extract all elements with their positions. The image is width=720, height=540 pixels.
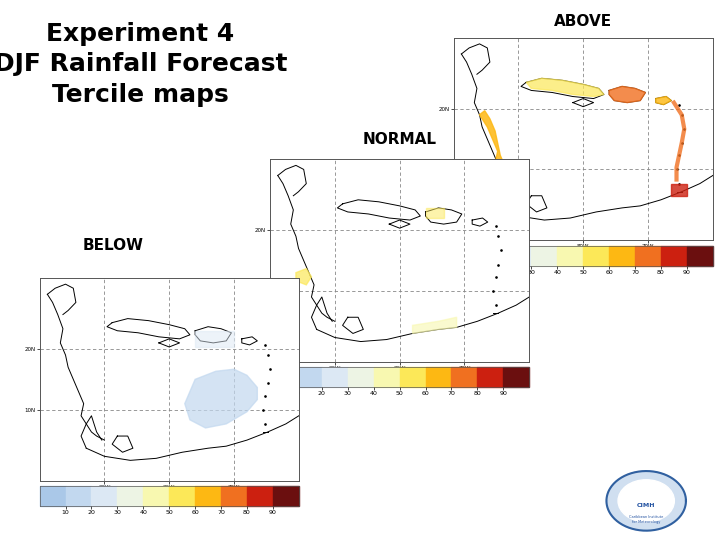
Polygon shape bbox=[296, 268, 312, 285]
Bar bbox=[296, 367, 322, 387]
Bar bbox=[661, 246, 687, 266]
Bar bbox=[40, 486, 66, 506]
Bar bbox=[609, 246, 635, 266]
Circle shape bbox=[606, 471, 686, 531]
Polygon shape bbox=[185, 369, 257, 428]
Text: CIMH: CIMH bbox=[637, 503, 655, 508]
Text: Experiment 4
DJF Rainfall Forecast
Tercile maps: Experiment 4 DJF Rainfall Forecast Terci… bbox=[0, 22, 287, 107]
Text: NORMAL: NORMAL bbox=[363, 132, 436, 147]
Polygon shape bbox=[480, 111, 510, 179]
Polygon shape bbox=[107, 319, 190, 339]
Polygon shape bbox=[413, 317, 456, 333]
Bar bbox=[270, 367, 296, 387]
Bar bbox=[169, 486, 195, 506]
Polygon shape bbox=[426, 208, 444, 218]
Text: ABOVE: ABOVE bbox=[554, 14, 612, 29]
Bar bbox=[426, 367, 451, 387]
Text: BELOW: BELOW bbox=[83, 238, 143, 253]
Bar bbox=[273, 486, 299, 506]
Polygon shape bbox=[671, 184, 687, 195]
Bar bbox=[557, 246, 583, 266]
Bar bbox=[348, 367, 374, 387]
Bar bbox=[221, 486, 247, 506]
Polygon shape bbox=[656, 97, 671, 105]
Bar bbox=[374, 367, 400, 387]
Bar bbox=[531, 246, 557, 266]
Polygon shape bbox=[521, 78, 604, 98]
Text: Caribbean Institute
for Meteorology: Caribbean Institute for Meteorology bbox=[629, 515, 663, 524]
Bar bbox=[477, 367, 503, 387]
Bar bbox=[451, 367, 477, 387]
Bar bbox=[400, 367, 426, 387]
Bar bbox=[117, 486, 143, 506]
Bar bbox=[91, 486, 117, 506]
Bar bbox=[583, 246, 609, 266]
Bar bbox=[503, 367, 529, 387]
Bar bbox=[480, 246, 505, 266]
Polygon shape bbox=[338, 200, 420, 220]
Polygon shape bbox=[609, 86, 645, 103]
Bar bbox=[66, 486, 91, 506]
Bar bbox=[505, 246, 531, 266]
Bar bbox=[322, 367, 348, 387]
Bar bbox=[454, 246, 480, 266]
Circle shape bbox=[618, 480, 675, 522]
Polygon shape bbox=[526, 78, 604, 97]
Bar bbox=[143, 486, 169, 506]
Bar bbox=[247, 486, 273, 506]
Bar bbox=[635, 246, 661, 266]
Polygon shape bbox=[195, 330, 234, 347]
Bar bbox=[195, 486, 221, 506]
Bar bbox=[687, 246, 713, 266]
